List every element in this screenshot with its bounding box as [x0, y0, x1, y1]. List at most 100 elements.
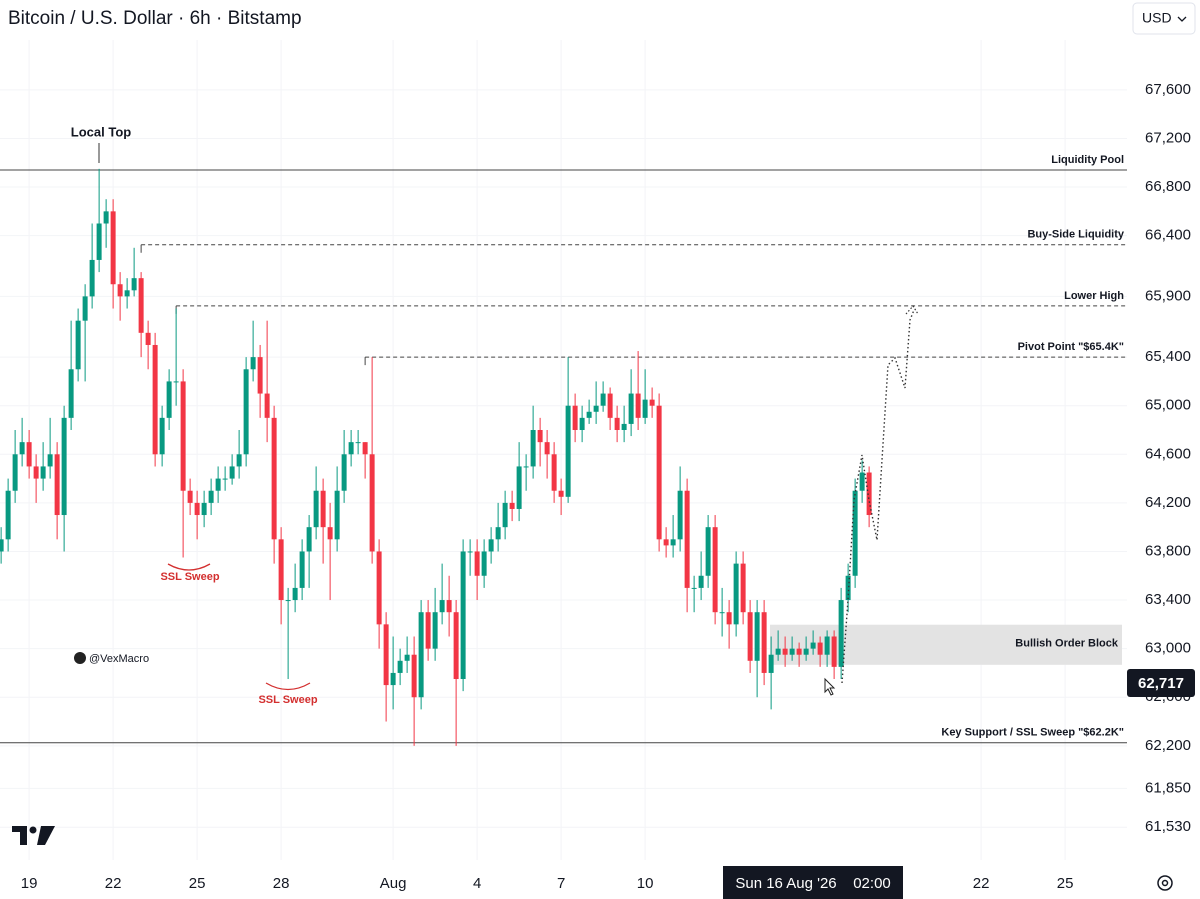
candle-body: [313, 490, 319, 528]
author: @VexMacro: [89, 653, 149, 665]
candle-body: [0, 539, 4, 552]
logo: [12, 826, 55, 845]
candle-body: [859, 472, 865, 491]
currency-label[interactable]: USD: [1142, 10, 1172, 26]
candle-body: [54, 454, 60, 516]
candle-body: [159, 417, 165, 455]
candle-body: [565, 405, 571, 497]
x-tick-label: 25: [189, 875, 206, 892]
cursor: [824, 677, 836, 696]
ssl-sweep-label: SSL Sweep: [258, 694, 317, 706]
candle-body: [719, 612, 725, 614]
candle-body: [460, 551, 466, 680]
candle-body: [509, 502, 515, 509]
candle-body: [670, 539, 676, 546]
y-tick-label: 64,600: [1145, 445, 1191, 462]
candle-body: [684, 490, 690, 588]
candle-body: [40, 466, 46, 479]
candle-body: [663, 539, 669, 546]
candle-body: [810, 642, 816, 649]
candle-body: [285, 600, 291, 602]
candle-body: [572, 405, 578, 430]
y-tick-label: 64,200: [1145, 494, 1191, 511]
candle-body: [19, 442, 25, 455]
currency-button[interactable]: [1132, 2, 1196, 35]
candle-body: [824, 636, 830, 655]
chevron: [1177, 16, 1187, 22]
x-tick-label: 22: [973, 875, 990, 892]
candle-body: [348, 442, 354, 455]
candle-body: [33, 466, 39, 479]
candle-body: [229, 466, 235, 479]
candle-body: [215, 478, 221, 491]
candle-body: [124, 290, 130, 297]
candle-body: [453, 612, 459, 680]
candle-body: [187, 490, 193, 503]
candle-body: [635, 393, 641, 418]
candle-body: [404, 654, 410, 661]
candle-body: [166, 381, 172, 418]
candle-body: [292, 587, 298, 601]
x-tick-label: 7: [557, 875, 565, 892]
candle-body: [425, 612, 431, 649]
candle-body: [103, 211, 109, 224]
candle-body: [593, 405, 599, 412]
level-label: Key Support / SSL Sweep "$62.2K": [941, 727, 1124, 739]
candle-body: [481, 551, 487, 576]
candle-body: [12, 454, 18, 491]
candle-body: [747, 612, 753, 661]
crosshair-box: [723, 866, 903, 899]
candle-body: [89, 259, 95, 297]
candle-body: [5, 490, 11, 540]
candle-body: [439, 600, 445, 613]
candle-body: [47, 454, 53, 467]
crosshair-time: 02:00: [853, 875, 891, 892]
candle-body: [782, 648, 788, 655]
y-tick-label: 65,900: [1145, 287, 1191, 304]
candle-body: [705, 527, 711, 576]
candle-body: [796, 648, 802, 655]
candle-body: [628, 393, 634, 424]
candle-body: [789, 648, 795, 655]
y-tick-label: 67,200: [1145, 129, 1191, 146]
candle-body: [733, 563, 739, 625]
candle-body: [355, 442, 361, 444]
ssl-arc: [167, 563, 211, 571]
candle-body: [474, 551, 480, 576]
candle-body: [446, 600, 452, 613]
y-tick-label: 61,850: [1145, 779, 1191, 796]
local-top-label: Local Top: [71, 124, 131, 139]
candle-body: [26, 442, 32, 467]
candle-body: [607, 393, 613, 418]
candle-body: [271, 417, 277, 540]
candle-body: [775, 648, 781, 655]
candle-body: [334, 490, 340, 540]
candle-body: [236, 454, 242, 467]
candle-body: [278, 539, 284, 601]
plot: 67,600 67,200 66,800 66,400 65,900 65,400 65,0…: [0, 81, 1191, 892]
candle-body: [614, 417, 620, 430]
candle-body: [75, 320, 81, 370]
candle-body: [845, 575, 851, 601]
y-tick-label: 67,600: [1145, 81, 1191, 98]
level-label: Lower High: [1064, 290, 1124, 302]
candle-body: [299, 551, 305, 588]
x-tick-label: Aug: [380, 875, 407, 892]
x-tick-label: 10: [637, 875, 654, 892]
x-tick-label: 22: [105, 875, 122, 892]
candle-body: [96, 223, 102, 260]
candle-body: [320, 490, 326, 528]
settings-icon[interactable]: [1157, 875, 1173, 891]
candle-body: [411, 654, 417, 698]
level-label: Buy-Side Liquidity: [1027, 229, 1124, 241]
chart-title: Bitcoin / U.S. Dollar · 6h · Bitstamp: [8, 8, 302, 29]
candle-body: [579, 417, 585, 430]
candle-body: [250, 357, 256, 370]
candle-body: [558, 490, 564, 497]
candle-body: [677, 490, 683, 540]
candle-body: [208, 490, 214, 503]
candle-body: [390, 672, 396, 686]
